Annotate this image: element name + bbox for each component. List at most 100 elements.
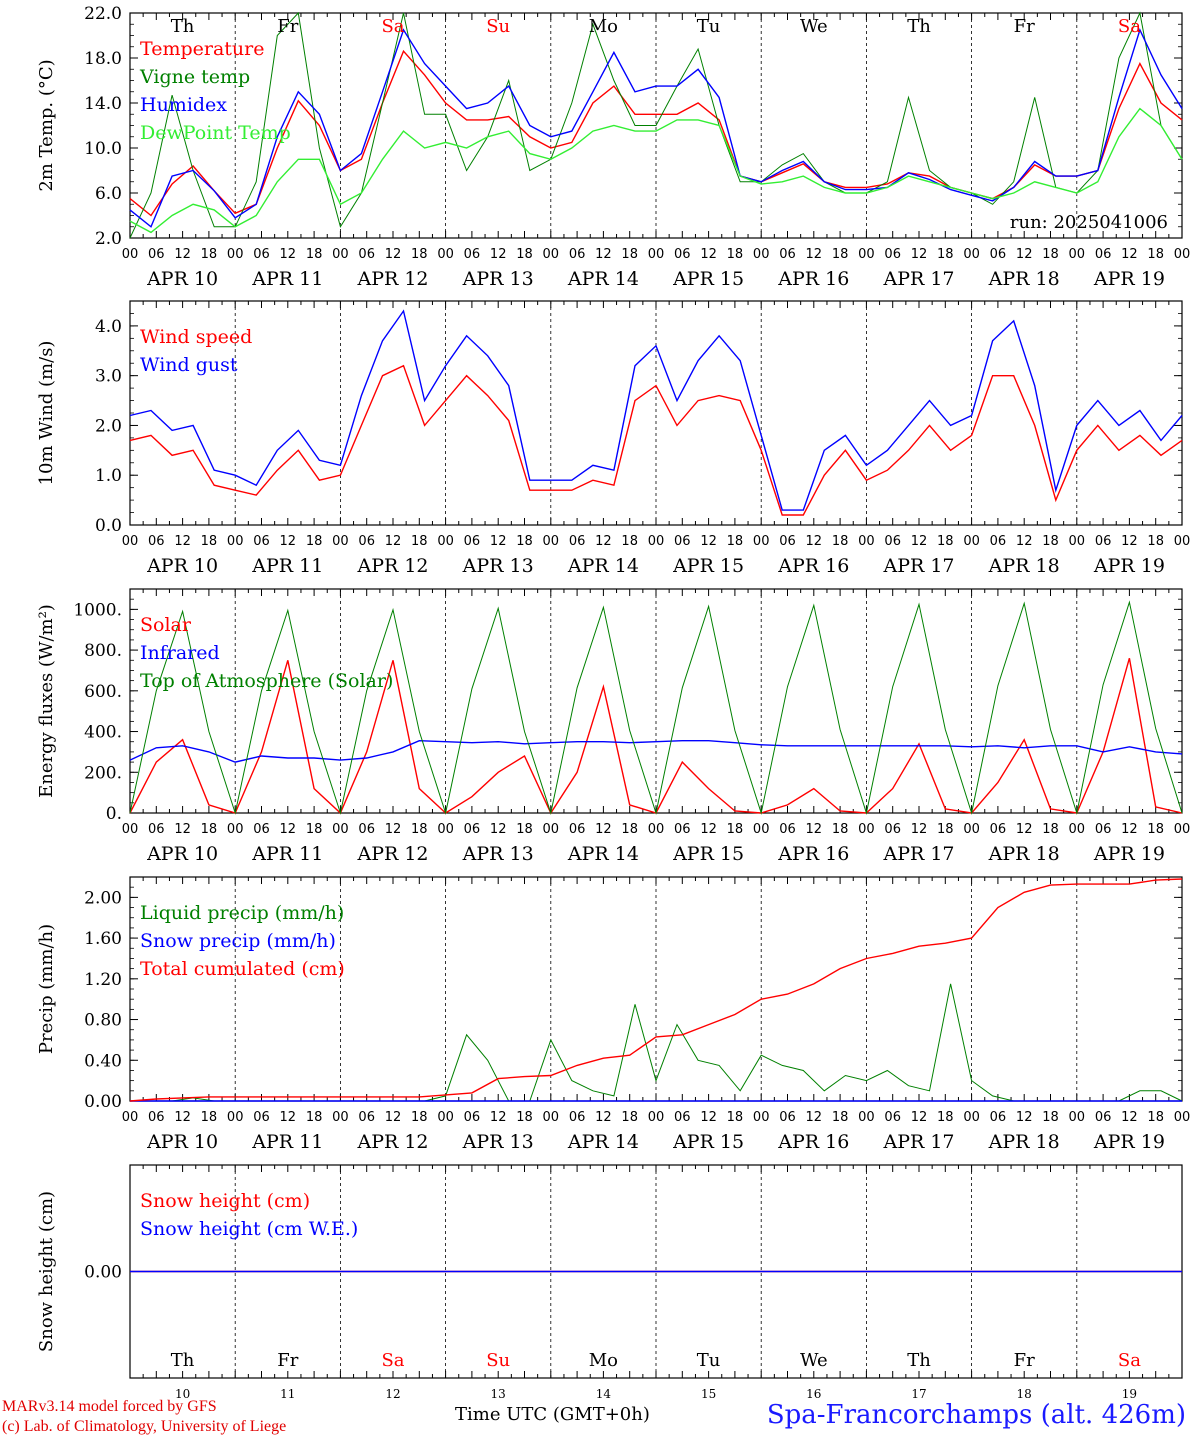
y-tick-label: 0.00 xyxy=(84,1263,122,1283)
x-day-label: APR 10 xyxy=(146,555,218,577)
weekday-label-bottom: Tu xyxy=(697,1350,721,1371)
x-hour-label: 12 xyxy=(280,1110,297,1125)
x-hour-label: 18 xyxy=(832,1110,849,1125)
x-hour-label: 00 xyxy=(963,534,980,549)
y-tick-label: 0.00 xyxy=(84,1092,122,1112)
x-hour-label: 06 xyxy=(148,534,165,549)
x-hour-label: 00 xyxy=(1174,1110,1191,1125)
weekday-label: Mo xyxy=(589,16,618,37)
x-hour-label: 12 xyxy=(280,534,297,549)
x-hour-label: 18 xyxy=(1042,1110,1059,1125)
x-hour-label: 18 xyxy=(516,1110,533,1125)
x-day-label: APR 11 xyxy=(251,843,323,865)
y-tick-label: 4.0 xyxy=(95,317,122,337)
x-hour-label: 12 xyxy=(490,247,507,262)
x-hour-label: 00 xyxy=(963,247,980,262)
x-hour-label: 18 xyxy=(621,822,638,837)
series-line-1 xyxy=(129,739,1183,763)
x-hour-label: 06 xyxy=(884,1110,901,1125)
x-hour-label: 12 xyxy=(700,1110,717,1125)
x-hour-label: 06 xyxy=(464,822,481,837)
x-hour-label: 18 xyxy=(1042,822,1059,837)
x-hour-label: 00 xyxy=(1069,822,1086,837)
x-day-label: APR 17 xyxy=(882,268,954,290)
x-hour-label: 12 xyxy=(1121,247,1138,262)
x-day-label: APR 13 xyxy=(462,1131,534,1153)
series-line-1 xyxy=(129,11,1183,239)
x-hour-label: 12 xyxy=(700,534,717,549)
y-axis-label: Energy fluxes (W/m²) xyxy=(36,604,57,798)
x-hour-label: 12 xyxy=(280,247,297,262)
y-tick-label: 3.0 xyxy=(95,367,122,387)
x-hour-label: 06 xyxy=(779,534,796,549)
x-hour-label: 06 xyxy=(884,247,901,262)
x-hour-label: 18 xyxy=(1147,1110,1164,1125)
x-hour-label: 12 xyxy=(911,1110,928,1125)
x-day-label: APR 11 xyxy=(251,268,323,290)
x-hour-label: 00 xyxy=(963,822,980,837)
x-hour-label: 06 xyxy=(884,534,901,549)
x-hour-label: 06 xyxy=(464,534,481,549)
x-hour-label: 06 xyxy=(253,1110,270,1125)
x-hour-label: 12 xyxy=(1121,534,1138,549)
y-tick-label: 2.0 xyxy=(95,229,122,249)
y-tick-label: 2.0 xyxy=(95,416,122,436)
legend-entry: Liquid precip (mm/h) xyxy=(140,902,344,924)
x-hour-label: 06 xyxy=(358,247,375,262)
x-hour-label: 12 xyxy=(700,822,717,837)
x-hour-label: 18 xyxy=(832,247,849,262)
legend-entry: DewPoint Temp xyxy=(140,122,291,144)
x-hour-label: 00 xyxy=(332,1110,349,1125)
x-hour-label: 06 xyxy=(148,247,165,262)
x-hour-label: 12 xyxy=(806,822,823,837)
x-hour-label: 12 xyxy=(911,247,928,262)
x-hour-label: 00 xyxy=(1174,822,1191,837)
x-hour-label: 00 xyxy=(332,534,349,549)
x-day-label: APR 18 xyxy=(988,843,1060,865)
x-hour-label: 06 xyxy=(569,247,586,262)
x-hour-label: 18 xyxy=(727,822,744,837)
x-hour-label: 12 xyxy=(595,534,612,549)
x-hour-label: 00 xyxy=(753,1110,770,1125)
x-hour-label: 00 xyxy=(1174,534,1191,549)
x-day-label: APR 18 xyxy=(988,555,1060,577)
x-hour-label: 00 xyxy=(437,822,454,837)
y-tick-label: 0.40 xyxy=(84,1051,122,1071)
x-hour-label: 06 xyxy=(569,1110,586,1125)
series-line-1 xyxy=(129,309,1183,511)
x-day-label: APR 14 xyxy=(567,268,639,290)
x-day-label: APR 16 xyxy=(777,555,849,577)
x-day-label: APR 19 xyxy=(1093,1131,1165,1153)
legend-entry: Total cumulated (cm) xyxy=(140,958,345,980)
x-hour-label: 18 xyxy=(306,822,323,837)
x-hour-label: 06 xyxy=(358,534,375,549)
panel-frame-2 xyxy=(129,588,1183,814)
x-day-label: APR 16 xyxy=(777,268,849,290)
x-hour-label: 00 xyxy=(332,822,349,837)
x-hour-label: 12 xyxy=(490,822,507,837)
x-hour-label: 00 xyxy=(227,822,244,837)
weekday-label-bottom: We xyxy=(800,1350,828,1371)
x-hour-label: 12 xyxy=(1121,822,1138,837)
y-tick-label: 2.00 xyxy=(84,888,122,908)
x-hour-label: 06 xyxy=(253,247,270,262)
legend-entry: Wind gust xyxy=(140,354,238,376)
x-hour-label: 18 xyxy=(727,534,744,549)
x-hour-label: 18 xyxy=(516,822,533,837)
x-hour-label: 00 xyxy=(543,247,560,262)
x-hour-label: 00 xyxy=(437,534,454,549)
x-hour-label: 18 xyxy=(1147,247,1164,262)
x-hour-label: 00 xyxy=(648,247,665,262)
y-tick-label: 1000. xyxy=(73,600,122,620)
x-day-label: APR 12 xyxy=(356,268,428,290)
x-hour-label: 06 xyxy=(674,247,691,262)
x-hour-label: 12 xyxy=(595,822,612,837)
y-tick-label: 800. xyxy=(84,641,122,661)
x-hour-label: 00 xyxy=(332,247,349,262)
run-annotation: run: 2025041006 xyxy=(1010,212,1168,233)
x-hour-label: 06 xyxy=(358,822,375,837)
x-day-label: APR 10 xyxy=(146,268,218,290)
y-tick-label: 200. xyxy=(84,763,122,783)
x-hour-label: 00 xyxy=(227,534,244,549)
station-label: Spa-Francorchamps (alt. 426m) xyxy=(766,1400,1186,1430)
